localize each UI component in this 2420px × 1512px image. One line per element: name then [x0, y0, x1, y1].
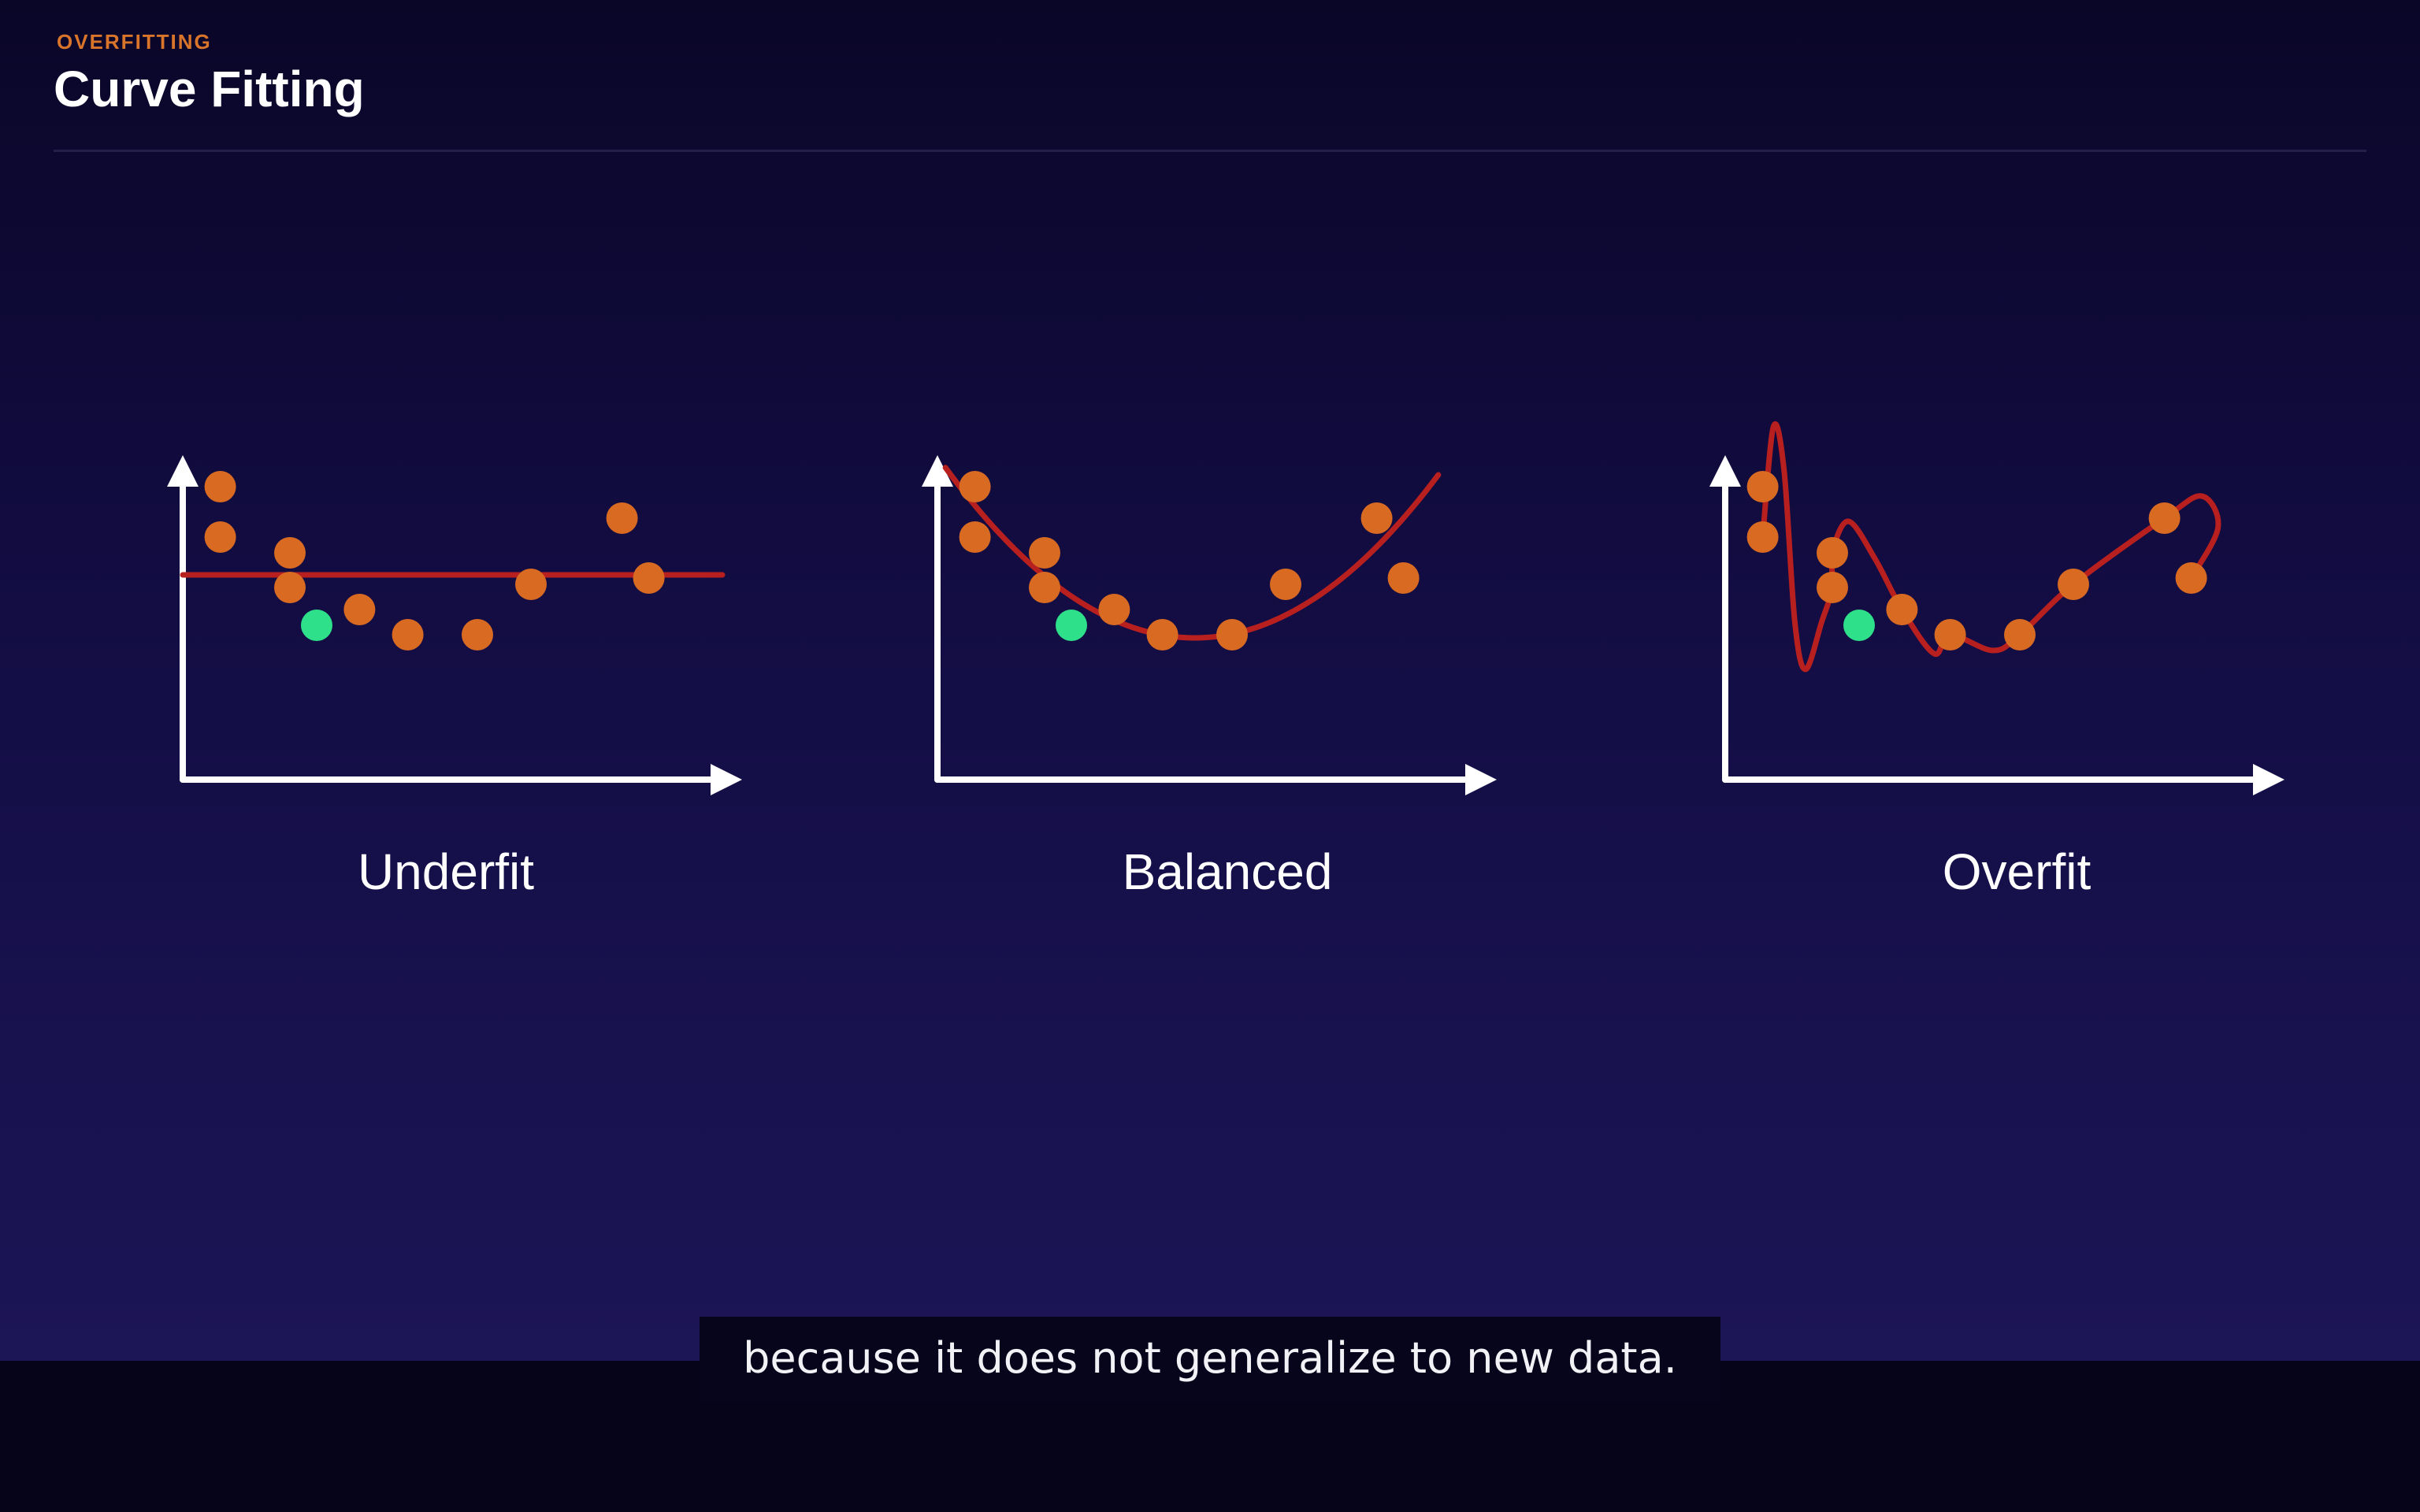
subtitle-box: because it does not generalize to new da… — [700, 1317, 1720, 1400]
overfit-data-point — [2058, 569, 2089, 600]
balanced-label: Balanced — [1122, 843, 1333, 900]
overfit-data-point — [1817, 572, 1848, 603]
balanced-data-point — [1029, 572, 1060, 603]
balanced-data-point — [1387, 562, 1420, 594]
underfit-data-point — [343, 594, 376, 625]
balanced-fit-curve — [942, 465, 1442, 641]
balanced-data-point — [1216, 619, 1248, 650]
balanced-data-point — [1029, 537, 1060, 569]
underfit-data-point — [274, 572, 306, 603]
balanced-data-point — [959, 471, 991, 502]
overfit-data-point — [1746, 521, 1779, 553]
overfit-label: Overfit — [1942, 843, 2092, 900]
slide: OVERFITTING Curve Fitting Underfit Balan… — [0, 0, 2420, 1361]
underfit-data-point — [274, 537, 306, 569]
balanced-new-data-point — [1056, 610, 1087, 641]
underfit-label: Underfit — [357, 843, 535, 900]
balanced-data-point — [1360, 502, 1393, 534]
overfit-fit-curve — [1760, 421, 2221, 673]
underfit-data-point — [204, 471, 236, 502]
balanced-data-point — [1146, 619, 1178, 650]
overfit-new-data-point — [1843, 610, 1875, 641]
underfit-data-point — [633, 562, 665, 594]
overfit-data-point — [1746, 471, 1779, 502]
balanced-data-point — [1098, 594, 1130, 625]
overfit-data-point — [1817, 537, 1848, 569]
balanced-data-point — [959, 521, 991, 553]
overfit-data-point — [1886, 594, 1918, 625]
balanced-data-point — [1270, 569, 1301, 600]
underfit-data-point — [515, 569, 547, 600]
section-kicker: OVERFITTING — [57, 30, 212, 54]
overfit-data-point — [2004, 619, 2036, 650]
underfit-data-point — [462, 619, 493, 650]
underfit-data-point — [204, 521, 236, 553]
slide-title: Curve Fitting — [54, 61, 365, 117]
overfit-data-point — [2148, 502, 2181, 534]
underfit-data-point — [392, 619, 424, 650]
underfit-new-data-point — [301, 610, 332, 641]
overfit-data-point — [1934, 619, 1966, 650]
overfit-data-point — [2175, 562, 2207, 594]
header-divider — [54, 150, 2366, 152]
subtitle-text: because it does not generalize to new da… — [743, 1333, 1677, 1383]
underfit-data-point — [606, 502, 638, 534]
curve-fitting-charts — [167, 421, 2285, 795]
